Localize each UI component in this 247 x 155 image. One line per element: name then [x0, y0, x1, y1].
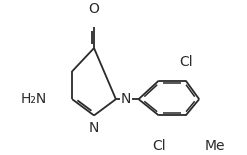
Text: N: N: [89, 121, 99, 135]
Text: Cl: Cl: [179, 55, 192, 69]
Text: O: O: [89, 2, 100, 16]
Text: Cl: Cl: [152, 139, 165, 153]
Text: N: N: [121, 92, 131, 106]
Text: Me: Me: [204, 139, 225, 153]
Text: H₂N: H₂N: [21, 92, 47, 106]
